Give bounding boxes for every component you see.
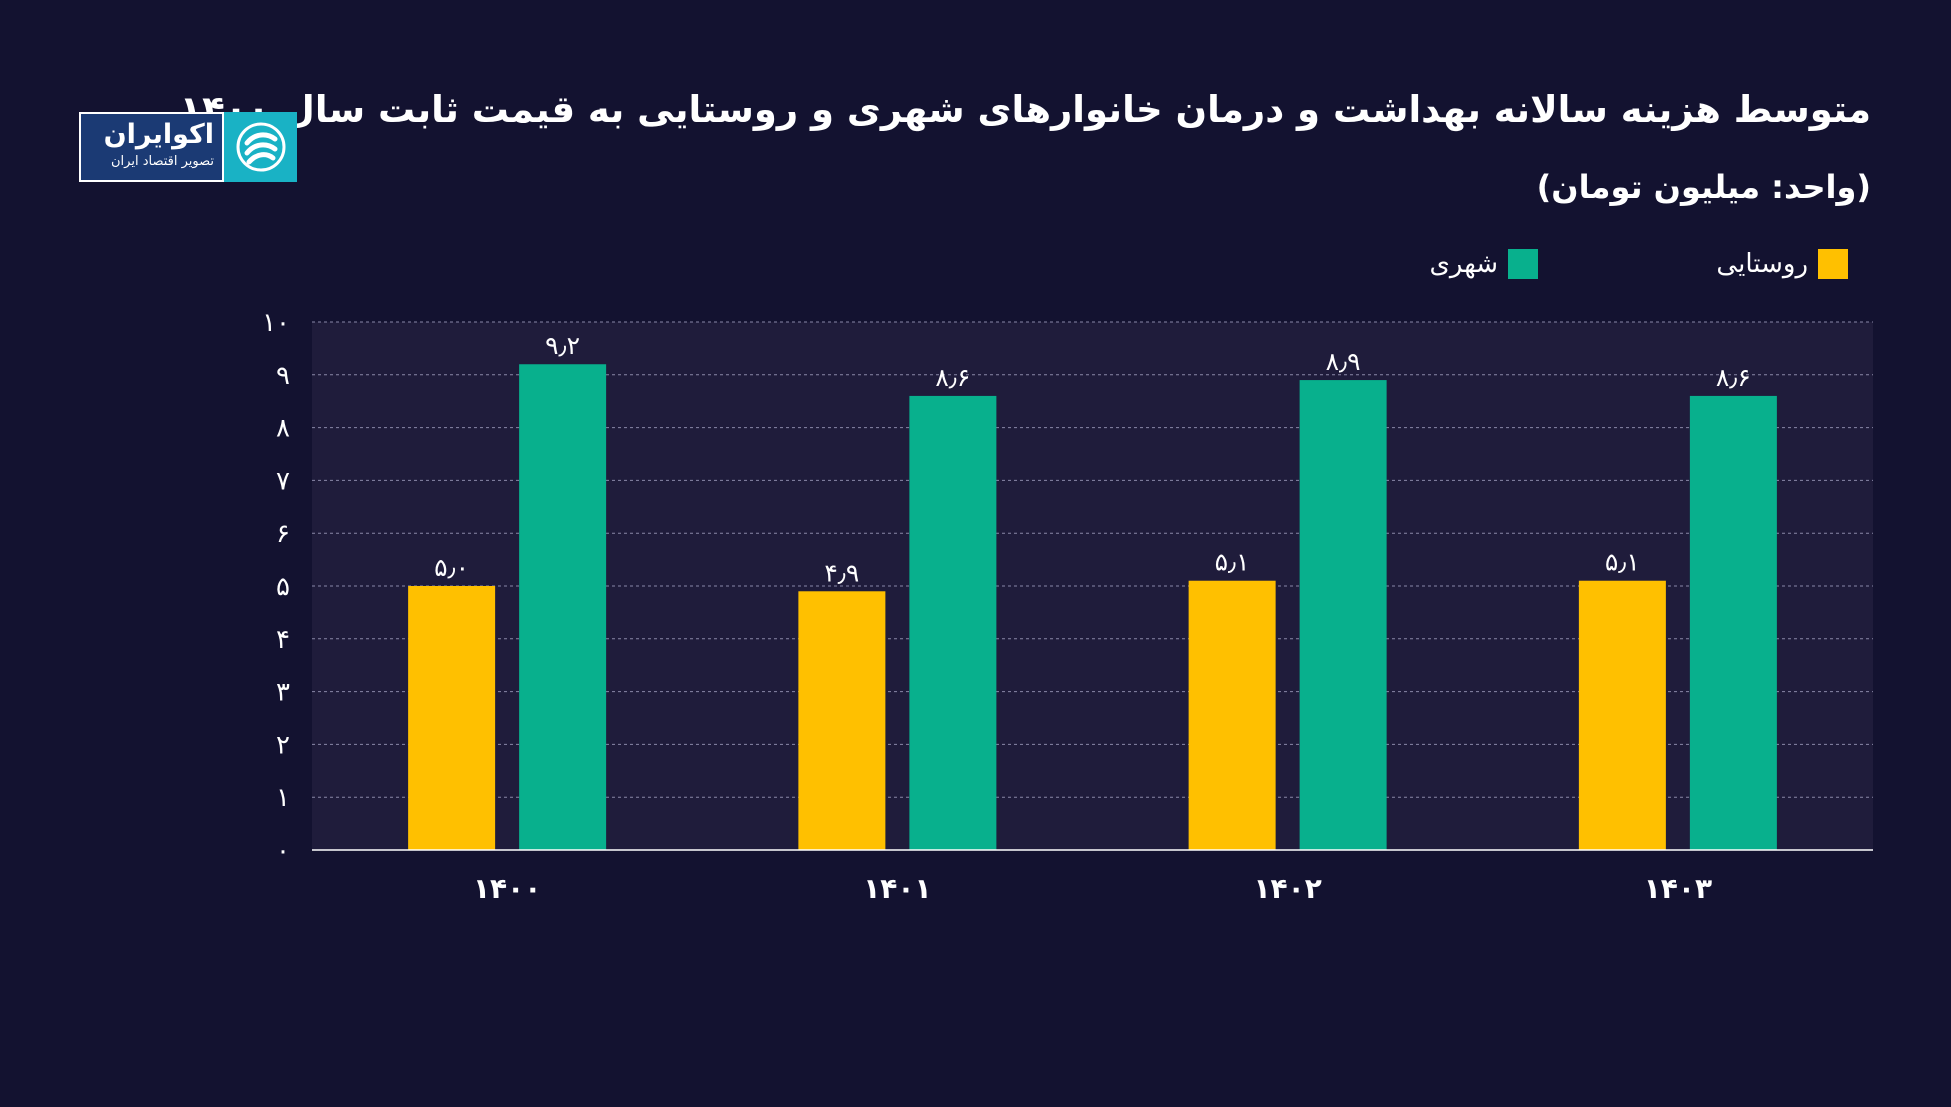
data-label: ۵٫۱: [1605, 548, 1640, 577]
y-tick-label: ۹: [276, 361, 290, 391]
bar: [1689, 395, 1777, 850]
bar: [1299, 380, 1387, 850]
logo-tagline: تصویر اقتصاد ایران: [111, 154, 214, 169]
y-tick-label: ۶: [276, 519, 290, 549]
y-tick-label: ۱: [276, 783, 290, 813]
chart-subtitle: (واحد: میلیون تومان): [1536, 168, 1871, 206]
legend-swatch-rural: [1818, 249, 1848, 279]
x-tick-label: ۱۴۰۱: [863, 872, 931, 905]
chart-title: متوسط هزینه سالانه بهداشت و درمان خانوار…: [179, 88, 1871, 131]
y-tick-label: ۸: [276, 414, 290, 444]
y-tick-label: ۳: [276, 678, 290, 708]
data-label: ۴٫۹: [824, 558, 859, 587]
y-tick-label: ۲: [276, 730, 290, 760]
data-label: ۵٫۰: [434, 553, 469, 582]
data-label: ۹٫۲: [545, 331, 580, 360]
logo-mark-icon: [224, 112, 297, 182]
legend-item-rural: روستایی: [1716, 248, 1848, 280]
y-tick-label: ۷: [276, 466, 290, 496]
bar: [798, 591, 886, 850]
logo-name: اکوایران: [103, 119, 214, 150]
legend-label-rural: روستایی: [1716, 249, 1808, 279]
data-label: ۵٫۱: [1215, 548, 1250, 577]
bar: [1188, 580, 1276, 850]
y-tick-label: ۵: [276, 572, 290, 602]
data-label: ۸٫۶: [935, 363, 970, 392]
x-tick-label: ۱۴۰۳: [1644, 872, 1712, 905]
logo-text-block: اکوایران تصویر اقتصاد ایران: [79, 112, 224, 182]
data-label: ۸٫۶: [1716, 363, 1751, 392]
legend-item-urban: شهری: [1430, 248, 1538, 280]
legend-swatch-urban: [1508, 249, 1538, 279]
y-tick-label: ۰: [276, 836, 290, 866]
bar: [519, 364, 607, 850]
y-tick-label: ۴: [276, 625, 290, 655]
logo: اکوایران تصویر اقتصاد ایران: [79, 112, 297, 182]
bar: [1578, 580, 1666, 850]
y-tick-label: ۱۰: [262, 308, 290, 338]
x-tick-label: ۱۴۰۰: [473, 872, 541, 905]
legend-label-urban: شهری: [1429, 249, 1498, 279]
bar: [408, 586, 496, 850]
bar: [909, 395, 997, 850]
data-label: ۸٫۹: [1326, 347, 1361, 376]
x-tick-label: ۱۴۰۲: [1253, 872, 1321, 905]
